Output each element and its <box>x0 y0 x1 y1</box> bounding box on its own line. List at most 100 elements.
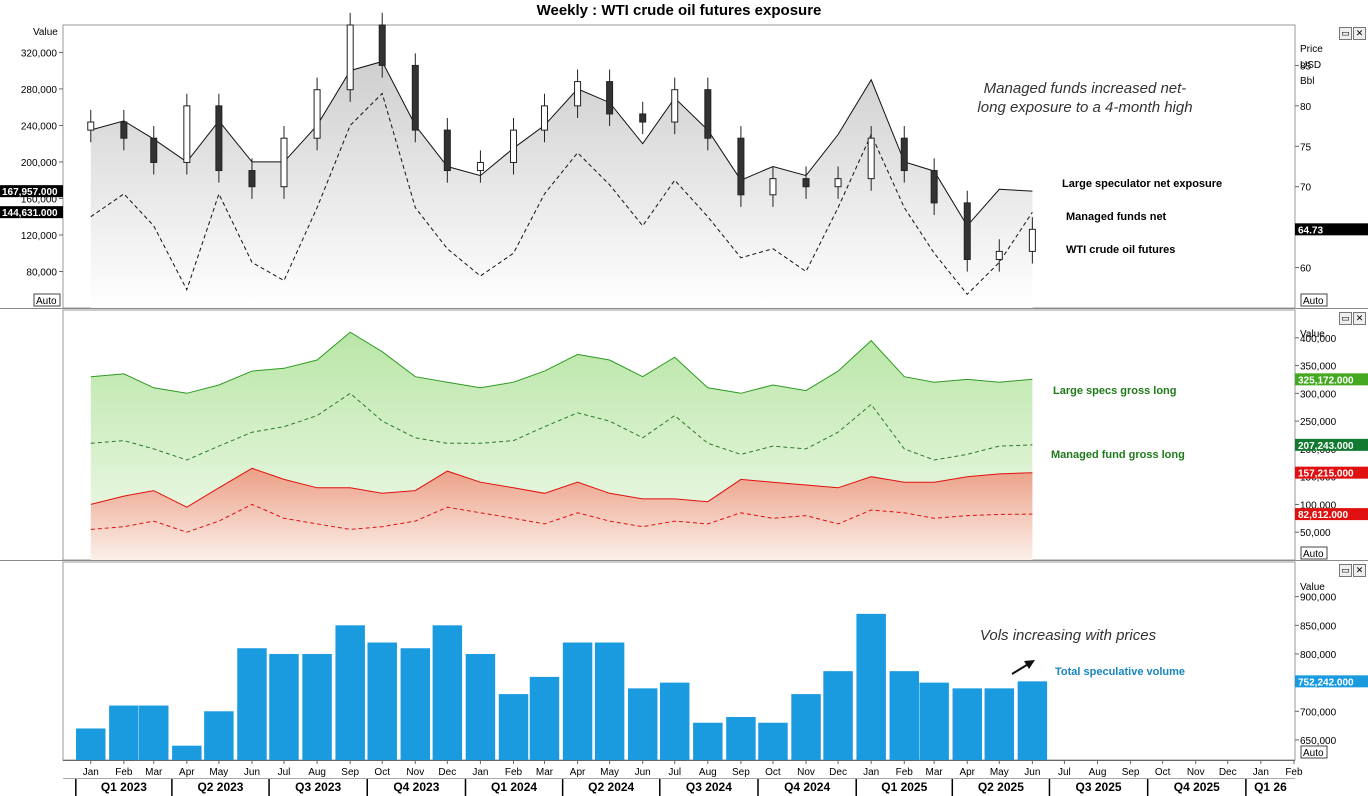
x-quarter-label: Q3 2024 <box>686 780 732 794</box>
price-candle <box>378 24 386 66</box>
panel1-auto-box <box>33 293 61 307</box>
x-month-label: Sep <box>732 767 750 778</box>
price-candle <box>346 24 354 91</box>
volume-bar <box>693 722 723 760</box>
panel1-close-button[interactable]: ✕ <box>1353 27 1366 40</box>
managed-funds-net-line <box>90 92 1033 296</box>
price-candle <box>995 250 1003 260</box>
panel3-right-tick-label: 900,000 <box>1300 593 1337 604</box>
price-candle <box>411 64 419 131</box>
panel1-annotation-line2: long exposure to a 4-month high <box>977 99 1192 116</box>
x-month-label: Jun <box>1024 767 1040 778</box>
large-spec-net-line <box>90 60 1033 227</box>
label-managed-fund-gross-long: Managed fund gross long <box>1051 449 1185 461</box>
volume-bar <box>465 653 496 760</box>
price-candle <box>834 178 842 188</box>
panel2-readout: 157,215.000 <box>1298 469 1354 480</box>
panel2-right-tick-label: 350,000 <box>1300 362 1337 373</box>
x-quarter-label: Q2 2025 <box>978 780 1024 794</box>
volume-bar <box>627 688 658 760</box>
volume-bar <box>984 688 1015 760</box>
x-quarter-label: Q1 2025 <box>881 780 927 794</box>
x-month-label: Aug <box>699 767 717 778</box>
panel2-readout-box <box>1295 373 1368 386</box>
price-candle <box>802 178 810 188</box>
x-month-label: Jan <box>472 767 488 778</box>
x-month-label: Aug <box>1089 767 1107 778</box>
panel2-readout: 207,243.000 <box>1298 441 1354 452</box>
x-month-label: Oct <box>1155 767 1171 778</box>
price-candle <box>87 121 95 131</box>
x-month-label: Jun <box>635 767 651 778</box>
price-candle <box>1028 228 1036 252</box>
price-candle <box>183 105 191 163</box>
x-month-label: Jul <box>1058 767 1071 778</box>
panel3-right-tick-label: 650,000 <box>1300 736 1337 747</box>
x-quarter-label: Q1 26 <box>1254 780 1287 794</box>
panel1-left-tick-label: 80,000 <box>26 267 57 278</box>
x-quarter-label: Q3 2023 <box>295 780 341 794</box>
panel1-auto-left: Auto <box>36 296 57 307</box>
large-specs-gross-short-line <box>90 467 1033 508</box>
volume-bar <box>139 705 169 760</box>
x-month-label: Sep <box>341 767 359 778</box>
volume-bar <box>529 676 560 760</box>
x-month-label: Dec <box>1219 767 1237 778</box>
label-wti-futures: WTI crude oil futures <box>1066 244 1175 256</box>
panel2-readout: 82,612.000 <box>1298 510 1348 521</box>
panel1-left-tick-label: 200,000 <box>21 158 58 169</box>
x-month-label: Mar <box>926 767 944 778</box>
volume-bar <box>856 613 886 760</box>
x-month-label: Oct <box>374 767 390 778</box>
x-quarter-label: Q1 2024 <box>491 780 537 794</box>
volume-bar <box>109 705 139 760</box>
panel2-minimize-button[interactable]: ▭ <box>1339 312 1352 325</box>
price-candle <box>443 129 451 172</box>
panel1-right-tick-label: 85 <box>1300 61 1312 72</box>
price-candle <box>867 137 875 180</box>
panel3-right-tick-label: 850,000 <box>1300 621 1337 632</box>
price-candle <box>737 137 745 196</box>
volume-bar <box>562 642 593 760</box>
label-total-speculative-volume: Total speculative volume <box>1055 666 1185 678</box>
panel3-right-tick-label: 800,000 <box>1300 650 1337 661</box>
panel3-minimize-button[interactable]: ▭ <box>1339 564 1352 577</box>
volume-bar <box>335 625 365 760</box>
panel2-readout-box <box>1295 466 1368 479</box>
price-readout-box <box>1295 223 1368 236</box>
panel2-readout-box <box>1295 438 1368 451</box>
panel1-left-readout-box <box>0 185 63 198</box>
panel1-minimize-button[interactable]: ▭ <box>1339 27 1352 40</box>
volume-bar <box>237 648 267 760</box>
label-large-specs-gross-long: Large specs gross long <box>1053 385 1176 397</box>
panel1-left-tick-label: 320,000 <box>21 48 58 59</box>
panel1-right-tick-label: 70 <box>1300 183 1312 194</box>
panel3-close-button[interactable]: ✕ <box>1353 564 1366 577</box>
price-candle <box>510 129 518 163</box>
panel3-annotation: Vols increasing with prices <box>980 627 1157 644</box>
x-month-label: Apr <box>959 767 975 778</box>
x-month-label: Dec <box>829 767 847 778</box>
volume-bar <box>594 642 625 760</box>
x-month-label: May <box>990 767 1009 778</box>
panel1-left-readout-box <box>0 206 63 219</box>
price-candle <box>280 137 288 188</box>
panel1-right-axis-unit: Bbl <box>1300 76 1314 87</box>
price-candle <box>930 170 938 204</box>
panel3-right-axis-title: Value <box>1300 582 1325 593</box>
price-candle <box>963 202 971 260</box>
volume-bar <box>758 722 788 760</box>
panel3-auto-box <box>1300 745 1328 759</box>
x-month-label: Jan <box>83 767 99 778</box>
panel2-close-button[interactable]: ✕ <box>1353 312 1366 325</box>
price-candle <box>313 89 321 139</box>
managed-fund-gross-short-line <box>90 503 1033 533</box>
x-month-label: Feb <box>896 767 914 778</box>
x-month-label: Mar <box>536 767 554 778</box>
panel1-annotation-line1: Managed funds increased net- <box>984 80 1187 97</box>
panel3-auto: Auto <box>1303 748 1324 759</box>
x-quarter-label: Q4 2024 <box>784 780 830 794</box>
x-quarter-label: Q3 2025 <box>1076 780 1122 794</box>
panel2-right-tick-label: 100,000 <box>1300 500 1337 511</box>
